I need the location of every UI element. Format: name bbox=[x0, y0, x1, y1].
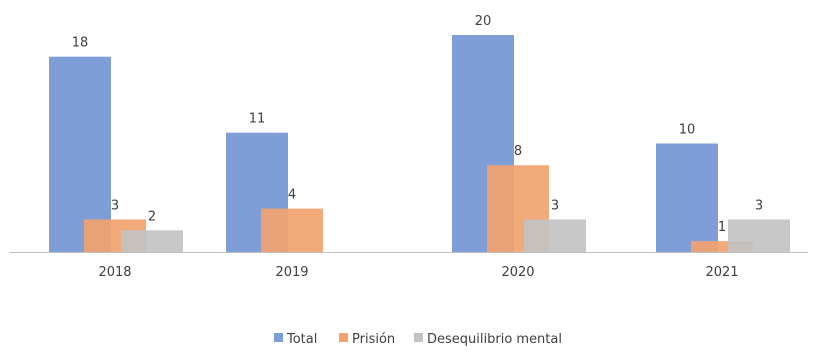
legend-swatch-prision bbox=[339, 333, 348, 342]
data-label-desequilibrio-mental-2021: 3 bbox=[755, 198, 763, 213]
bar-desequilibrio-mental-2020 bbox=[524, 219, 586, 252]
data-label-total-2019: 11 bbox=[249, 112, 266, 127]
data-label-total-2018: 18 bbox=[72, 36, 89, 51]
bar-prision-2021 bbox=[691, 241, 753, 252]
legend-swatch-desequilibrio-mental bbox=[414, 333, 423, 342]
bars-layer bbox=[49, 35, 790, 253]
legend-item-prision: Prisión bbox=[339, 332, 395, 347]
legend-label-total: Total bbox=[286, 332, 317, 347]
bar-desequilibrio-mental-2021 bbox=[728, 219, 790, 252]
data-label-prision-2021: 1 bbox=[718, 220, 726, 235]
bar-total-2021 bbox=[656, 143, 718, 252]
data-label-prision-2019: 4 bbox=[288, 188, 296, 203]
legend: Total Prisión Desequilibrio mental bbox=[274, 332, 562, 347]
legend-label-desequilibrio-mental: Desequilibrio mental bbox=[427, 332, 562, 347]
x-tick-label-2021: 2021 bbox=[705, 265, 738, 280]
x-tick-label-2019: 2019 bbox=[275, 265, 308, 280]
x-tick-label-2018: 2018 bbox=[98, 265, 131, 280]
bar-prision-2019 bbox=[261, 208, 323, 252]
x-tick-labels-layer: 2018 2019 2020 2021 bbox=[98, 265, 738, 280]
data-label-total-2020: 20 bbox=[475, 14, 492, 29]
legend-label-prision: Prisión bbox=[352, 332, 395, 347]
data-label-total-2021: 10 bbox=[679, 123, 696, 138]
data-label-prision-2020: 8 bbox=[514, 144, 522, 159]
bar-desequilibrio-mental-2018 bbox=[121, 230, 183, 252]
legend-item-total: Total bbox=[274, 332, 317, 347]
legend-swatch-total bbox=[274, 333, 283, 342]
legend-item-desequilibrio-mental: Desequilibrio mental bbox=[414, 332, 562, 347]
x-tick-label-2020: 2020 bbox=[501, 265, 534, 280]
data-label-desequilibrio-mental-2020: 3 bbox=[551, 198, 559, 213]
data-label-desequilibrio-mental-2018: 2 bbox=[148, 209, 156, 224]
data-label-prision-2018: 3 bbox=[111, 198, 119, 213]
